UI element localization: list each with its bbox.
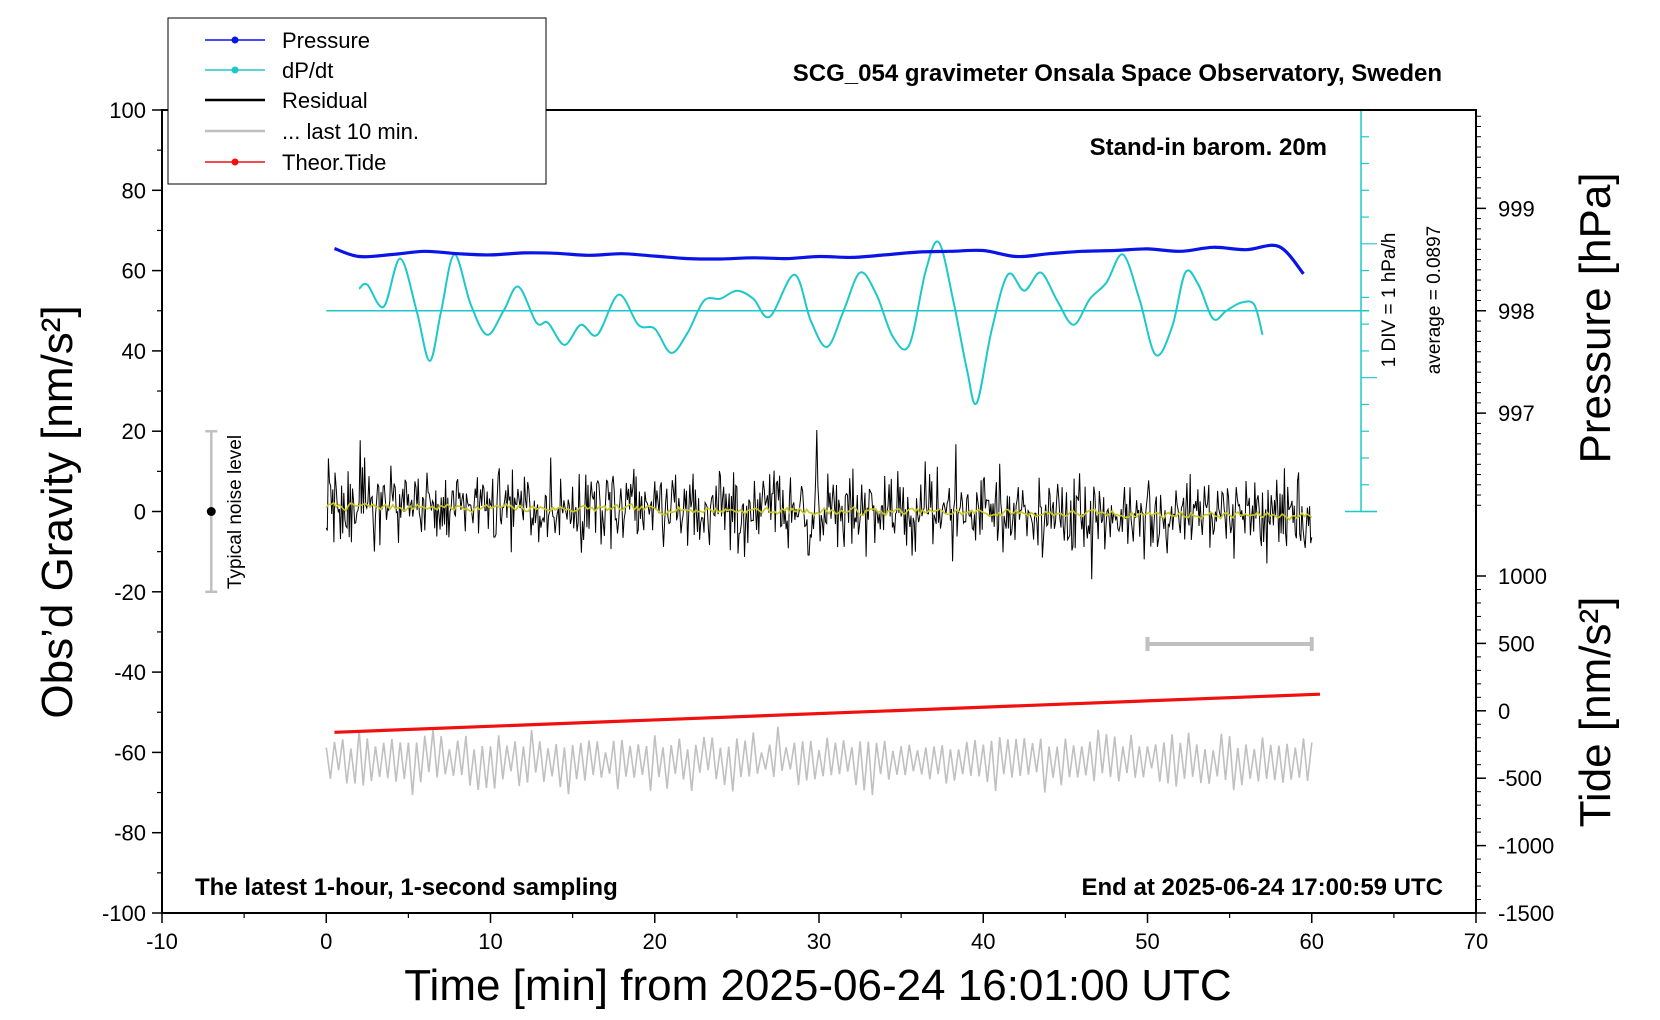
y-tick-label: 100 [109,98,146,123]
legend-pressure-marker [231,36,239,44]
legend-dpdt-label: dP/dt [282,58,333,83]
legend: Pressure dP/dt Residual ... last 10 min.… [167,17,547,185]
chart-title: SCG_054 gravimeter Onsala Space Observat… [793,60,1442,87]
legend-last10-label: ... last 10 min. [282,119,419,144]
x-tick-label: 50 [1135,929,1159,954]
y-tick-label: -80 [114,821,146,846]
legend-dpdt-marker [231,66,239,74]
y-tick-label: 80 [122,178,146,203]
y-tick-label: -100 [102,901,146,926]
y-tick-label: 40 [122,339,146,364]
x-tick-label: -10 [146,929,178,954]
pressure-line [333,243,1305,275]
x-tick-label: 0 [320,929,332,954]
dpdt-average-annotation: average = 0.0897 [1424,226,1445,374]
dpdt-line [358,240,1264,406]
tide-tick-label: -1500 [1498,901,1554,926]
y-tick-label: 0 [134,500,146,525]
x-tick-label: 30 [807,929,831,954]
legend-residual-label: Residual [282,88,368,113]
pressure-tick-label: 997 [1498,401,1535,426]
tide-line [334,692,1321,734]
legend-tide-marker [231,158,239,166]
tide-tick-label: 1000 [1498,564,1547,589]
x-tick-label: 60 [1300,929,1324,954]
x-axis-label: Time [min] from 2025-06-24 16:01:00 UTC [404,961,1231,1010]
end-time-annotation: End at 2025-06-24 17:00:59 UTC [1082,874,1444,901]
dpdt-scale-annotation: 1 DIV = 1 hPa/h [1379,233,1400,368]
tide-tick-label: 500 [1498,631,1535,656]
barometer-annotation: Stand-in barom. 20m [1090,134,1327,161]
pressure-tick-label: 999 [1498,196,1535,221]
y-tick-label: -20 [114,580,146,605]
pressure-axis-label: Pressure [hPa] [1571,172,1620,463]
tide-axis-label: Tide [nm/s²] [1571,597,1620,828]
legend-pressure-label: Pressure [282,28,370,53]
residual-smoothed-line [325,501,1313,521]
y-axis-label: Obs’d Gravity [nm/s²] [33,305,82,718]
x-tick-label: 40 [971,929,995,954]
residual-line [325,429,1313,580]
y-tick-label: -60 [114,740,146,765]
tide-tick-label: 0 [1498,699,1510,724]
noise-level-annotation: Typical noise level [225,435,246,589]
last10-line [325,726,1313,796]
y-tick-label: -40 [114,660,146,685]
y-tick-label: 60 [122,259,146,284]
pressure-tick-label: 998 [1498,299,1535,324]
sampling-annotation: The latest 1-hour, 1-second sampling [195,874,618,901]
legend-tide-label: Theor.Tide [282,150,386,175]
tide-tick-label: -500 [1498,766,1542,791]
x-tick-label: 10 [478,929,502,954]
x-tick-label: 20 [643,929,667,954]
tide-tick-label: -1000 [1498,834,1554,859]
noise-level-dot [206,507,216,516]
y-tick-label: 20 [122,419,146,444]
x-tick-label: 70 [1464,929,1488,954]
